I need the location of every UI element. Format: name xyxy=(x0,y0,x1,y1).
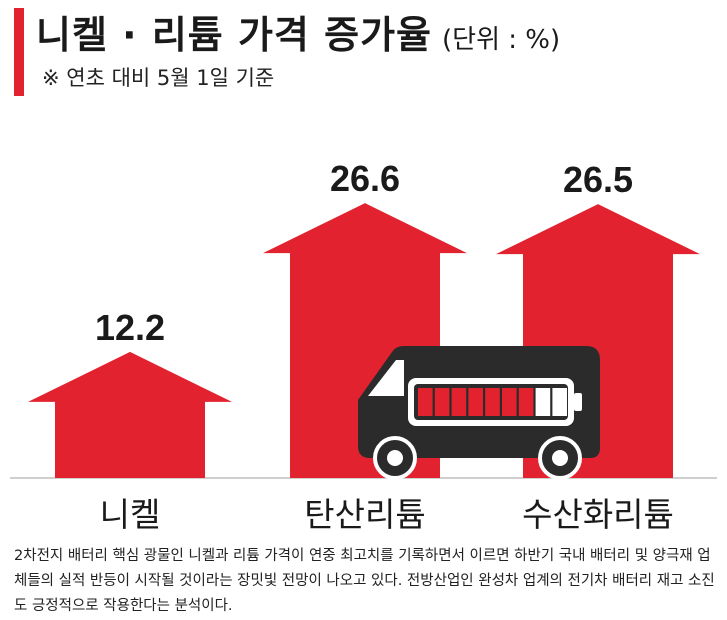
title-line: 니켈 · 리튬 가격 증가율 (단위 : %) xyxy=(36,4,560,59)
value-label-3: 26.5 xyxy=(563,159,633,200)
value-label-1: 12.2 xyxy=(95,307,165,348)
category-labels-group: 니켈 탄산리튬 수산화리튬 xyxy=(100,495,674,534)
battery-cells xyxy=(418,388,567,416)
category-label-2: 탄산리튬 xyxy=(304,495,425,534)
battery-cell-6 xyxy=(502,388,517,416)
battery-cell-4 xyxy=(468,388,483,416)
bar-1 xyxy=(28,351,232,478)
battery-van-icon xyxy=(358,346,600,480)
article-caption: 2차전지 배터리 핵심 광물인 니켈과 리튬 가격이 연중 최고치를 기록하면서… xyxy=(14,548,715,614)
category-label-3: 수산화리튬 xyxy=(522,495,674,534)
battery-cell-9 xyxy=(552,388,567,416)
battery-cell-7 xyxy=(518,388,534,416)
wheel-front-hub xyxy=(552,450,568,466)
title-accent-bar xyxy=(14,8,24,96)
van-window xyxy=(368,360,404,396)
chart-title: 니켈 · 리튬 가격 증가율 xyxy=(36,13,432,57)
chart-subtitle: ※ 연초 대비 5월 1일 기준 xyxy=(42,66,275,90)
bar-chart: 12.2 26.6 26.5 니켈 탄산리튬 수산화리튬 xyxy=(10,158,717,534)
value-label-2: 26.6 xyxy=(330,158,400,199)
category-label-1: 니켈 xyxy=(100,495,161,534)
battery-cell-2 xyxy=(434,388,450,416)
unit-label: (단위 : %) xyxy=(442,25,561,55)
battery-cell-1 xyxy=(418,388,433,416)
battery-terminal xyxy=(574,393,582,411)
battery-cell-5 xyxy=(485,388,500,416)
wheel-rear-hub xyxy=(387,450,403,466)
battery-cell-3 xyxy=(451,388,467,416)
battery-cell-8 xyxy=(535,388,551,416)
value-labels-group: 12.2 26.6 26.5 xyxy=(95,158,633,348)
